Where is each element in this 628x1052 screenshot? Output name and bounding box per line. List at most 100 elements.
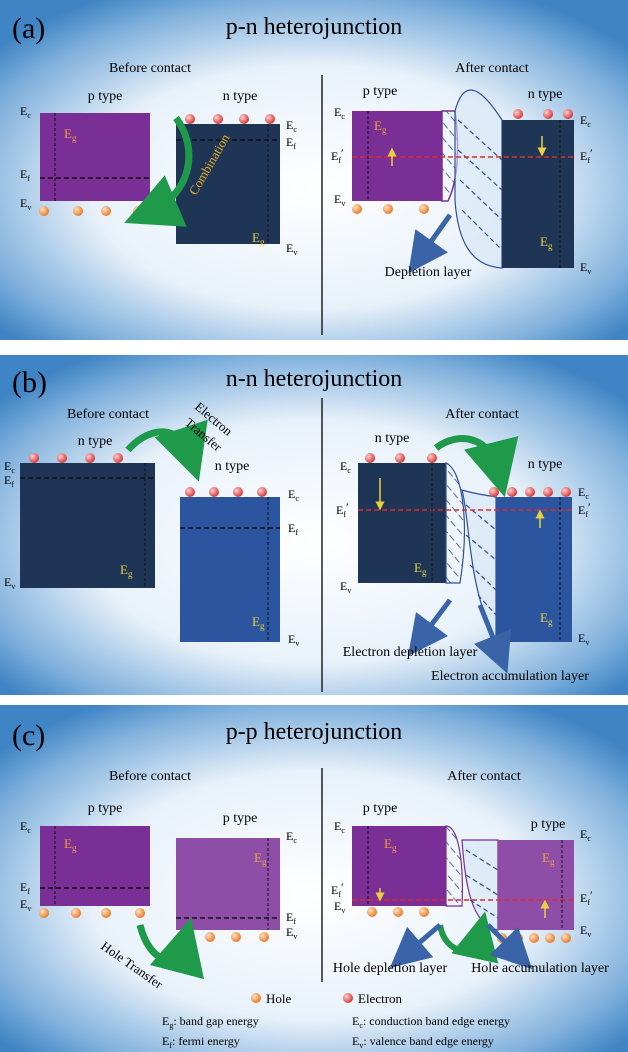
panel-a: (a) p-n heterojunction Before contact Af… bbox=[12, 12, 593, 335]
panel-c-left-block bbox=[40, 826, 150, 906]
panel-a-right-type: n type bbox=[223, 89, 258, 104]
panel-a-after-holes bbox=[352, 204, 429, 214]
panel-a-combination-arrow bbox=[124, 115, 193, 227]
electron bbox=[395, 453, 405, 463]
hole bbox=[231, 932, 241, 942]
panel-c-after-ec-right: Ec bbox=[580, 827, 591, 843]
hole bbox=[133, 206, 143, 216]
panel-c-layer-label-2: Hole accumulation layer bbox=[471, 961, 609, 976]
electron bbox=[507, 487, 517, 497]
electron bbox=[513, 109, 523, 119]
electron bbox=[213, 114, 223, 124]
panel-b-after-electron-arrow bbox=[433, 435, 519, 498]
panel-a-after-p-block bbox=[352, 111, 442, 201]
panel-c-after-hole-arrow bbox=[437, 911, 499, 964]
panel-b-left-ev: Ev bbox=[4, 575, 15, 591]
electron bbox=[239, 114, 249, 124]
panel-b-letter: (b) bbox=[12, 366, 47, 399]
panel-b-after-ec-left: Ec bbox=[340, 459, 351, 475]
panel-c-depletion-region bbox=[445, 825, 463, 907]
panel-b-electron-arrow bbox=[125, 419, 208, 482]
hole bbox=[419, 204, 429, 214]
panel-a-title: p-n heterojunction bbox=[226, 14, 403, 40]
panel-a-after-ef-right: Ef′ bbox=[580, 146, 593, 165]
panel-b-right-type: n type bbox=[215, 459, 250, 474]
hole bbox=[367, 907, 377, 917]
panel-b-after-left-type: n type bbox=[375, 431, 410, 446]
hole bbox=[419, 907, 429, 917]
hole bbox=[205, 932, 215, 942]
panel-a-layer-label: Depletion layer bbox=[385, 265, 472, 280]
panel-b-after-ef-right: Ef′ bbox=[578, 500, 591, 519]
electron bbox=[257, 487, 267, 497]
panel-c-after-ev-right: Ev bbox=[580, 923, 591, 939]
panel-c-after-ef-left: Ef′ bbox=[331, 880, 344, 899]
panel-b-right-ec: Ec bbox=[288, 487, 299, 503]
electron bbox=[265, 114, 275, 124]
hole bbox=[179, 932, 189, 942]
panel-c-left-type: p type bbox=[88, 801, 123, 816]
legend-ef: Ef: fermi energy bbox=[162, 1034, 240, 1050]
hole bbox=[39, 206, 49, 216]
panel-c-hole-arrow bbox=[136, 917, 204, 980]
hole bbox=[393, 907, 403, 917]
panel-a-after-ev-left: Ev bbox=[334, 192, 345, 208]
panel-c-after-left-eg: Eg bbox=[384, 836, 397, 853]
panel-a-n-block bbox=[176, 124, 280, 244]
panel-a-n-ev-label: Ev bbox=[286, 241, 297, 257]
panel-a-layer-pointer bbox=[408, 213, 453, 274]
panel-a-after-n-block bbox=[502, 120, 574, 268]
panel-a-p-eg: Eg bbox=[64, 126, 77, 143]
panel-c-right-ef: Ef bbox=[286, 910, 296, 926]
hole bbox=[352, 204, 362, 214]
panel-b-right-block bbox=[180, 497, 280, 642]
panel-c-after-ef-right: Ef′ bbox=[580, 888, 593, 907]
panel-b-left-electrons bbox=[29, 453, 123, 463]
panel-a-p-ev-label: Ev bbox=[20, 196, 31, 212]
panel-c-right-ev: Ev bbox=[286, 925, 297, 941]
electron bbox=[29, 453, 39, 463]
panel-b-after-ev-right: Ev bbox=[578, 631, 589, 647]
legend-ec: Ec: conduction band edge energy bbox=[352, 1014, 510, 1030]
panel-c-left-ev: Ev bbox=[20, 897, 31, 913]
panel-a-p-ec-label: Ec bbox=[20, 104, 31, 120]
hole bbox=[513, 933, 523, 943]
panel-b-left-eg: Eg bbox=[120, 562, 133, 579]
panel-a-left-type: p type bbox=[88, 89, 123, 104]
legend-hole-label: Hole bbox=[266, 991, 292, 1006]
panel-c-after-right-type: p type bbox=[531, 817, 566, 832]
panel-b-right-electrons bbox=[185, 487, 267, 497]
panel-b-after-right-eg: Eg bbox=[540, 610, 553, 627]
electron bbox=[563, 109, 573, 119]
panel-c-left-ef: Ef bbox=[20, 880, 30, 896]
hole bbox=[259, 932, 269, 942]
electron bbox=[233, 487, 243, 497]
panel-c-left-ec: Ec bbox=[20, 819, 31, 835]
electron bbox=[561, 487, 571, 497]
hole bbox=[545, 933, 555, 943]
panel-b-right-eg: Eg bbox=[252, 614, 265, 631]
panel-a-p-block bbox=[40, 113, 150, 201]
panel-a-letter: (a) bbox=[12, 12, 45, 45]
legend-electron-icon bbox=[343, 993, 353, 1003]
panel-c-after-right-eg: Eg bbox=[542, 850, 555, 867]
panel-b-accumulation-hatch bbox=[465, 504, 497, 616]
panel-b-layer-label-2: Electron accumulation layer bbox=[431, 669, 589, 684]
panel-a-before-label: Before contact bbox=[109, 61, 191, 76]
panel-b-after-left-electrons bbox=[365, 453, 437, 463]
panel-b-left-ec: Ec bbox=[4, 459, 15, 475]
panel-a-after-electrons bbox=[513, 109, 573, 119]
panel-b-after-ef-left: Ef′ bbox=[336, 500, 349, 519]
panel-c-left-eg: Eg bbox=[64, 836, 77, 853]
hole bbox=[101, 908, 111, 918]
panel-b-after-ev-left: Ev bbox=[340, 579, 351, 595]
electron bbox=[427, 453, 437, 463]
panel-b-right-ev: Ev bbox=[288, 632, 299, 648]
panel-a-after-label: After contact bbox=[455, 61, 529, 76]
hole bbox=[39, 908, 49, 918]
panel-b-left-type: n type bbox=[78, 434, 113, 449]
panel-b-before-label: Before contact bbox=[67, 407, 149, 422]
panel-a-after-ec-left: Ec bbox=[334, 105, 345, 121]
electron bbox=[57, 453, 67, 463]
